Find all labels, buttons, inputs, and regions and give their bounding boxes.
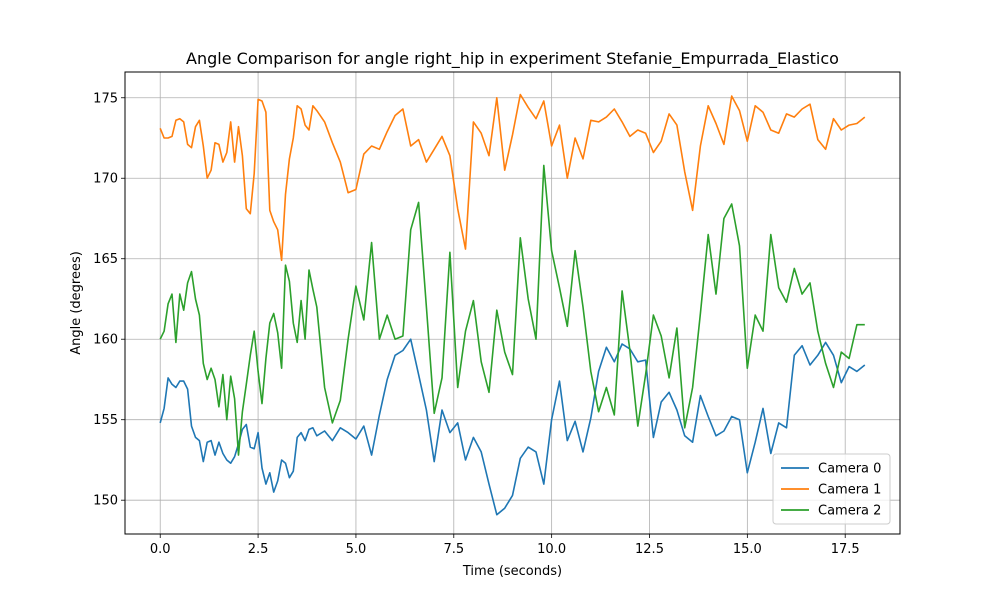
x-axis-label: Time (seconds) [462,564,562,579]
y-axis-label: Angle (degrees) [69,251,84,355]
y-tick-label: 150 [93,494,118,509]
y-tick-label: 175 [93,91,118,106]
y-tick-label: 155 [93,413,118,428]
x-tick-label: 17.5 [831,542,860,557]
legend-label: Camera 1 [818,483,881,498]
y-tick-label: 160 [93,333,118,348]
series-line-camera-2 [159,164,865,456]
y-tick-label: 170 [93,172,118,187]
plot-frame [124,71,901,535]
x-tick-label: 15.0 [733,542,762,557]
chart-title: Angle Comparison for angle right_hip in … [186,49,839,69]
tick-layer: 0.0 2.5 5.0 7.5 10.0 12.5 15.0 17.5 150 155 160 165… [93,91,860,557]
legend-box [772,453,891,525]
x-tick-label: 12.5 [635,542,664,557]
y-tick-label: 165 [93,252,118,267]
x-tick-label: 5.0 [346,542,367,557]
series-line-camera-1 [159,93,866,262]
legend: Camera 0 Camera 1 Camera 2 [772,453,891,525]
x-tick-label: 2.5 [248,542,269,557]
x-tick-label: 7.5 [443,542,464,557]
x-tick-label: 10.0 [537,542,566,557]
legend-label: Camera 0 [818,462,881,477]
series-layer [159,93,866,516]
series-line-camera-0 [159,338,866,516]
legend-label: Camera 2 [818,504,881,519]
grid-layer [125,72,900,534]
x-tick-label: 0.0 [150,542,171,557]
